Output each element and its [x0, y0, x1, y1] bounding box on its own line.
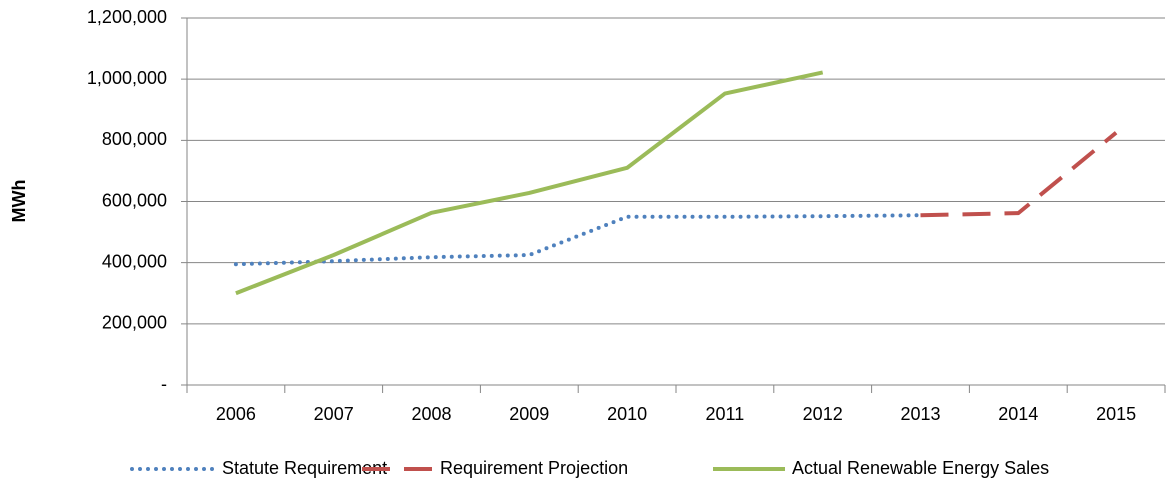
- x-tick-label: 2006: [216, 404, 256, 424]
- y-tick-label: 800,000: [102, 129, 167, 149]
- y-tick-label: -: [161, 374, 167, 394]
- y-tick-label: 400,000: [102, 251, 167, 271]
- legend-label: Actual Renewable Energy Sales: [792, 458, 1049, 478]
- series-line: [920, 131, 1118, 218]
- series-line: [233, 213, 923, 267]
- legend-label: Requirement Projection: [440, 458, 628, 478]
- x-tick-label: 2012: [803, 404, 843, 424]
- series-line: [235, 70, 824, 296]
- y-tick-label: 600,000: [102, 190, 167, 210]
- x-tick-label: 2008: [411, 404, 451, 424]
- x-tick-label: 2011: [706, 404, 745, 424]
- x-tick-label: 2014: [998, 404, 1038, 424]
- y-tick-label: 1,200,000: [87, 7, 167, 27]
- y-tick-label: 1,000,000: [87, 68, 167, 88]
- x-tick-label: 2007: [314, 404, 354, 424]
- x-tick-label: 2010: [607, 404, 647, 424]
- x-tick-label: 2009: [509, 404, 549, 424]
- y-axis-label: MWh: [9, 180, 29, 223]
- x-tick-label: 2013: [900, 404, 940, 424]
- y-tick-label: 200,000: [102, 313, 167, 333]
- x-tick-label: 2015: [1096, 404, 1136, 424]
- legend-label: Statute Requirement: [222, 458, 387, 478]
